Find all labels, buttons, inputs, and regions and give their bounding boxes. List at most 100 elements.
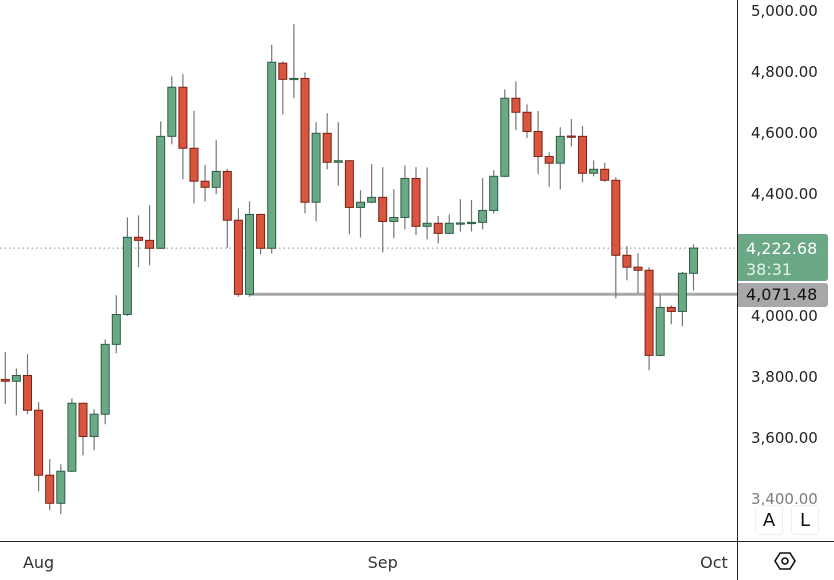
- candle: [666, 305, 676, 325]
- candle: [245, 201, 254, 297]
- candle-body-up: [211, 170, 221, 188]
- candle: [611, 177, 621, 299]
- candle-body-up: [389, 216, 399, 222]
- candle: [100, 339, 110, 425]
- candle-body-up: [11, 374, 21, 382]
- candle-body-down: [511, 97, 521, 113]
- candle: [422, 167, 432, 240]
- candle: [200, 165, 210, 202]
- candle: [122, 217, 132, 316]
- candle-body-down: [134, 236, 143, 241]
- candle-body-down: [611, 179, 621, 256]
- candle-body-up: [655, 306, 665, 356]
- candle: [433, 215, 443, 244]
- candle-body-up: [100, 343, 110, 415]
- candle: [622, 246, 632, 281]
- candle-body-down: [533, 130, 543, 157]
- candle-body-down: [34, 409, 44, 476]
- candles: [0, 24, 737, 515]
- candle-body-up: [356, 201, 365, 208]
- candle: [222, 168, 232, 248]
- y-tick-label: 4,800.00: [751, 63, 818, 81]
- candle: [600, 162, 610, 182]
- hexagon-gear-icon: [774, 552, 796, 570]
- candle: [134, 215, 143, 268]
- candle-body-up: [689, 247, 698, 274]
- settings-button[interactable]: [774, 550, 796, 572]
- candle-body-up: [444, 222, 454, 234]
- candle-body-up: [122, 236, 132, 315]
- candle: [178, 74, 188, 180]
- candle-body-up: [478, 209, 488, 223]
- candle: [511, 81, 521, 131]
- candle: [478, 178, 488, 230]
- candle-body-up: [111, 313, 121, 345]
- candle-body-up: [589, 168, 599, 174]
- candle: [278, 61, 288, 115]
- candle: [533, 111, 543, 175]
- candle-body-down: [411, 177, 421, 227]
- candle: [34, 402, 44, 492]
- candle: [189, 110, 199, 204]
- candle: [633, 253, 643, 294]
- candle: [56, 464, 66, 515]
- candle: [300, 72, 310, 214]
- candle-body-down: [522, 111, 532, 132]
- candle-body-down: [544, 155, 554, 164]
- candle-body-up: [167, 86, 177, 137]
- candle-body-up: [455, 222, 465, 225]
- candle-body-up: [489, 175, 499, 211]
- y-tick-label: 4,400.00: [751, 185, 818, 203]
- candle-body-down: [145, 239, 155, 249]
- candle: [211, 140, 221, 195]
- candle: [267, 44, 277, 254]
- y-tick-label: 3,800.00: [751, 368, 818, 386]
- candle-body-down: [233, 219, 243, 295]
- candle: [389, 189, 399, 239]
- candle: [544, 152, 554, 187]
- candle: [356, 190, 365, 238]
- candle-body-down: [566, 135, 576, 138]
- candle: [589, 160, 599, 177]
- candle-body-down: [23, 374, 32, 411]
- candle-body-down: [644, 269, 654, 356]
- candle-body-down: [666, 306, 676, 312]
- auto-scale-button[interactable]: A: [755, 505, 783, 535]
- candle-body-down: [633, 266, 643, 271]
- candle-body-up: [56, 470, 66, 504]
- y-tick-label: 3,400.00: [751, 490, 818, 508]
- x-tick-label: Aug: [23, 553, 54, 572]
- candle-body-up: [400, 177, 410, 218]
- candle-body-up: [500, 97, 510, 177]
- candle: [111, 295, 121, 354]
- candle-body-up: [467, 221, 476, 225]
- candle: [655, 294, 665, 357]
- candle: [78, 402, 88, 456]
- candle: [467, 200, 476, 232]
- y-tick-label: 5,000.00: [751, 2, 818, 20]
- candle: [455, 199, 465, 232]
- log-scale-button[interactable]: L: [791, 505, 819, 535]
- candle-body-down: [78, 402, 88, 437]
- candle: [411, 167, 421, 236]
- candle: [500, 89, 510, 178]
- y-tick-label: 4,000.00: [751, 307, 818, 325]
- candle-body-down: [622, 254, 632, 268]
- candle: [167, 76, 177, 145]
- candle: [333, 122, 343, 186]
- price-axis: 5,000.00 4,800.00 4,600.00 4,400.00 4,000.00…: [751, 2, 818, 508]
- candle: [444, 214, 454, 235]
- candle: [233, 208, 243, 297]
- candle: [400, 165, 410, 230]
- horizontal-line-price-label: 4,071.48: [738, 283, 828, 307]
- candle-body-down: [322, 132, 332, 163]
- candle: [45, 459, 55, 511]
- candle-body-up: [677, 272, 687, 312]
- candle: [378, 167, 388, 253]
- candle: [256, 213, 266, 255]
- candle: [322, 113, 332, 170]
- x-tick-label: Sep: [368, 553, 398, 572]
- candle: [0, 351, 10, 405]
- candle-body-up: [311, 132, 321, 203]
